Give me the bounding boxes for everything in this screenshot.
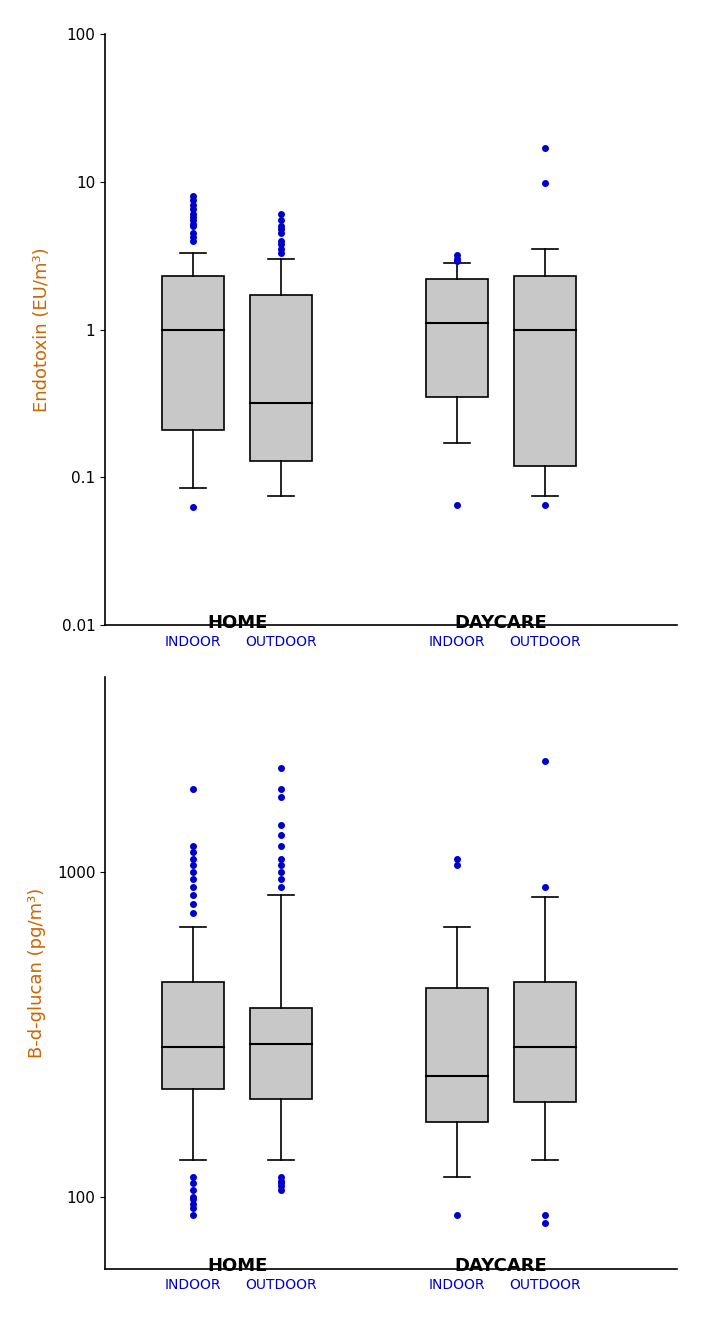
Y-axis label: Endotoxin (EU/m³): Endotoxin (EU/m³) <box>32 247 51 412</box>
Polygon shape <box>515 276 576 466</box>
Text: DAYCARE: DAYCARE <box>455 614 548 632</box>
Polygon shape <box>250 1008 312 1098</box>
Text: HOME: HOME <box>207 1257 267 1275</box>
Text: DAYCARE: DAYCARE <box>455 1257 548 1275</box>
Polygon shape <box>162 276 224 430</box>
Polygon shape <box>427 987 488 1122</box>
Y-axis label: B-d-glucan (pg/m³): B-d-glucan (pg/m³) <box>27 887 46 1057</box>
Polygon shape <box>162 982 224 1089</box>
Polygon shape <box>515 982 576 1102</box>
Polygon shape <box>250 296 312 461</box>
Text: HOME: HOME <box>207 614 267 632</box>
Polygon shape <box>427 279 488 397</box>
